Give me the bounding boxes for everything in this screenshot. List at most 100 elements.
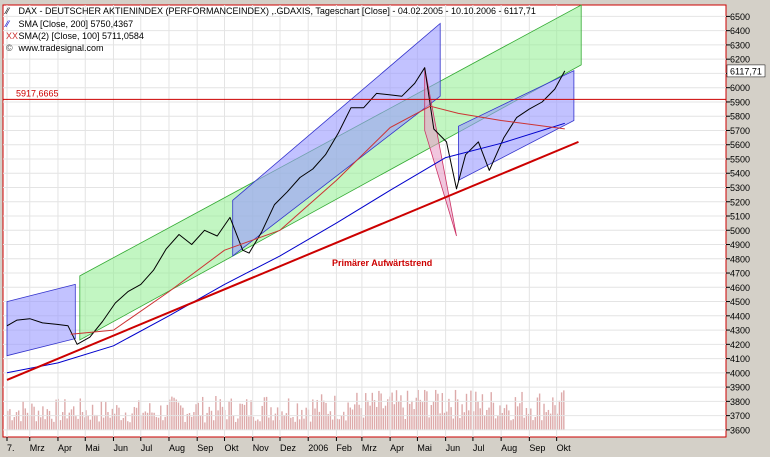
- volume-bar: [298, 419, 301, 430]
- volume-bar: [426, 391, 428, 430]
- volume-bar: [461, 404, 463, 430]
- x-tick-label: Mai: [417, 443, 432, 453]
- copyright-icon: ©: [6, 43, 13, 53]
- volume-bar: [98, 421, 100, 430]
- volume-bar: [497, 415, 499, 430]
- volume-bar: [122, 417, 125, 430]
- volume-bar: [91, 404, 94, 430]
- volume-bar: [490, 392, 492, 430]
- legend-source-label: www.tradesignal.com: [18, 43, 104, 53]
- y-tick-label: 4200: [730, 340, 750, 350]
- volume-bar: [276, 407, 279, 430]
- volume-bar: [166, 404, 169, 430]
- volume-bar: [133, 406, 136, 430]
- y-tick-label: 4300: [730, 326, 750, 336]
- volume-bar: [186, 413, 188, 430]
- volume-bar: [382, 408, 385, 430]
- volume-bar: [221, 406, 224, 430]
- legend-sma100-label: SMA(2) [Close, 100] 5711,0584: [18, 31, 144, 41]
- y-tick-label: 5900: [730, 97, 750, 107]
- volume-bar: [188, 413, 191, 430]
- legend-sma200-label: SMA [Close, 200] 5750,4367: [18, 19, 134, 29]
- volume-bar: [204, 422, 206, 430]
- volume-bar: [384, 405, 387, 430]
- volume-bar: [340, 415, 343, 430]
- volume-bar: [193, 412, 195, 430]
- volume-bar: [197, 402, 199, 430]
- volume-bar: [124, 412, 127, 430]
- volume-bar: [424, 389, 426, 430]
- blue-channel-2005-start: [6, 283, 76, 357]
- volume-bar: [545, 412, 547, 430]
- volume-bar: [376, 406, 378, 430]
- volume-bar: [508, 410, 510, 430]
- volume-bar: [35, 421, 37, 430]
- volume-bar: [470, 390, 472, 430]
- volume-bar: [419, 399, 422, 430]
- volume-bar: [46, 409, 48, 430]
- volume-bar: [530, 408, 532, 430]
- volume-bar: [450, 407, 452, 430]
- volume-bar: [33, 406, 35, 430]
- x-tick-label: Apr: [58, 443, 72, 453]
- y-tick-label: 4600: [730, 283, 750, 293]
- volume-bar: [64, 399, 66, 430]
- volume-bar: [356, 392, 358, 430]
- volume-bar: [309, 421, 312, 430]
- y-tick-label: 5700: [730, 126, 750, 136]
- legend-sma200-marker: ⁄⁄: [6, 19, 10, 29]
- volume-bar: [85, 410, 87, 430]
- volume-bar: [463, 412, 466, 430]
- volume-bar: [475, 391, 477, 430]
- volume-bar: [541, 420, 543, 430]
- volume-bar: [146, 412, 149, 430]
- volume-bar: [11, 420, 13, 430]
- volume-bar: [560, 392, 563, 430]
- volume-bar: [285, 413, 288, 430]
- volume-bar: [325, 402, 327, 430]
- volume-bar: [312, 399, 314, 430]
- volume-bar: [199, 415, 202, 430]
- volume-bar: [468, 410, 470, 430]
- volume-bar: [179, 405, 182, 430]
- volume-bar: [483, 415, 486, 430]
- volume-bar: [89, 419, 92, 430]
- x-tick-label: Jul: [141, 443, 153, 453]
- volume-bar: [563, 390, 565, 430]
- volume-bar: [527, 413, 530, 430]
- volume-bar: [349, 407, 352, 430]
- volume-bar: [351, 409, 354, 430]
- volume-bar: [369, 405, 371, 430]
- volume-bar: [127, 421, 129, 430]
- volume-bar: [48, 410, 51, 430]
- volume-bar: [53, 421, 55, 430]
- trendline-label: Primärer Aufwärtstrend: [332, 258, 432, 268]
- volume-bar: [441, 393, 444, 430]
- y-tick-label: 5100: [730, 212, 750, 222]
- volume-bar: [479, 408, 481, 430]
- y-tick-label: 3800: [730, 397, 750, 407]
- volume-bar: [75, 416, 77, 430]
- x-tick-label: Mrz: [362, 443, 377, 453]
- x-tick-label: Okt: [224, 443, 239, 453]
- volume-bar: [7, 410, 9, 430]
- volume-bar: [380, 393, 382, 430]
- volume-bar: [274, 413, 277, 430]
- volume-bar: [387, 399, 389, 430]
- volume-bar: [164, 416, 166, 430]
- y-tick-label: 4000: [730, 368, 750, 378]
- x-tick-label: Aug: [169, 443, 185, 453]
- volume-bar: [294, 421, 296, 430]
- volume-bar: [44, 419, 46, 430]
- x-tick-label: Mai: [85, 443, 100, 453]
- x-tick-label: Okt: [557, 443, 572, 453]
- volume-bar: [371, 392, 374, 430]
- y-tick-label: 4700: [730, 269, 750, 279]
- volume-bar: [96, 414, 98, 430]
- volume-bar: [503, 408, 506, 430]
- volume-bar: [481, 394, 484, 430]
- volume-bar: [219, 399, 221, 430]
- x-tick-label: Jun: [113, 443, 128, 453]
